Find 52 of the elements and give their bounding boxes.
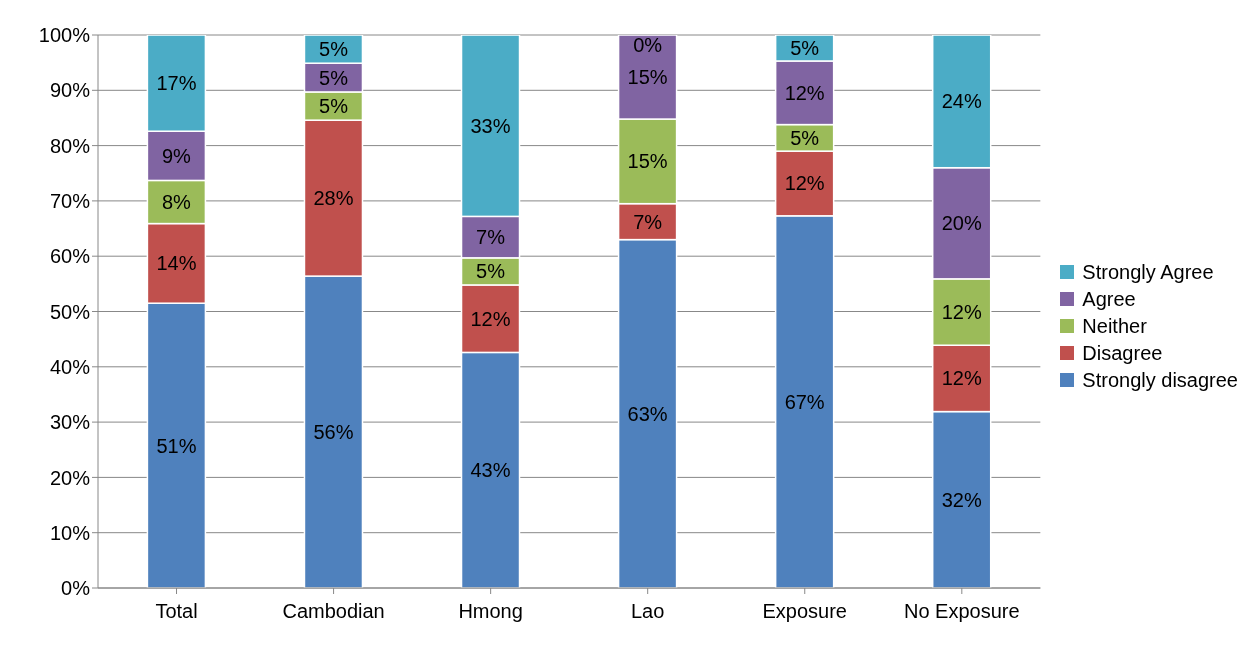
data-label: 15% xyxy=(627,150,668,173)
data-label: 24% xyxy=(941,90,982,113)
data-label: 5% xyxy=(319,95,349,118)
data-label: 12% xyxy=(941,367,982,390)
y-tick-label: 80% xyxy=(49,134,91,157)
data-label: 33% xyxy=(470,114,511,137)
y-tick-label: 70% xyxy=(49,190,91,212)
x-tick-label: Lao xyxy=(631,600,665,623)
data-label: 43% xyxy=(470,459,511,482)
data-label: 20% xyxy=(941,212,982,235)
data-label: 12% xyxy=(784,172,825,195)
data-label: 7% xyxy=(633,210,663,233)
y-tick-label: 50% xyxy=(49,300,91,323)
legend-label: Strongly disagree xyxy=(1082,368,1238,392)
data-label: 17% xyxy=(156,72,197,95)
x-tick-label: Hmong xyxy=(458,600,523,623)
data-label: 0% xyxy=(633,34,663,56)
data-label: 8% xyxy=(161,191,192,214)
y-tick-label: 30% xyxy=(49,411,91,434)
data-label: 5% xyxy=(790,126,820,149)
data-label: 15% xyxy=(627,66,668,89)
x-tick-label: Exposure xyxy=(762,600,848,623)
y-tick-label: 0% xyxy=(61,577,91,600)
data-label: 56% xyxy=(313,421,354,444)
y-tick-label: 90% xyxy=(49,79,91,102)
legend-label: Disagree xyxy=(1082,341,1163,365)
data-label: 63% xyxy=(627,402,668,425)
data-label: 5% xyxy=(790,37,820,59)
data-label: 12% xyxy=(470,307,511,330)
data-label: 67% xyxy=(784,390,825,413)
data-label: 32% xyxy=(941,488,982,511)
data-label: 51% xyxy=(156,434,197,457)
data-label: 5% xyxy=(476,260,506,283)
data-label: 7% xyxy=(476,226,506,249)
x-tick-label: Cambodian xyxy=(282,600,385,623)
x-tick-label: Total xyxy=(155,600,198,623)
data-label: 14% xyxy=(156,252,197,275)
data-label: 12% xyxy=(941,301,982,324)
data-label: 12% xyxy=(784,81,825,104)
y-tick-label: 100% xyxy=(38,24,91,47)
data-label: 28% xyxy=(313,187,354,210)
legend-label: Agree xyxy=(1082,287,1136,311)
legend-label: Neither xyxy=(1082,314,1147,338)
data-label: 9% xyxy=(161,144,192,167)
y-tick-label: 40% xyxy=(49,355,91,378)
x-tick-label: No Exposure xyxy=(904,600,1020,623)
y-tick-label: 60% xyxy=(49,245,91,268)
legend-label: Strongly Agree xyxy=(1082,260,1214,284)
y-tick-label: 20% xyxy=(49,466,91,489)
data-label: 5% xyxy=(319,38,349,61)
data-label: 5% xyxy=(319,66,349,89)
y-tick-label: 10% xyxy=(49,521,91,544)
